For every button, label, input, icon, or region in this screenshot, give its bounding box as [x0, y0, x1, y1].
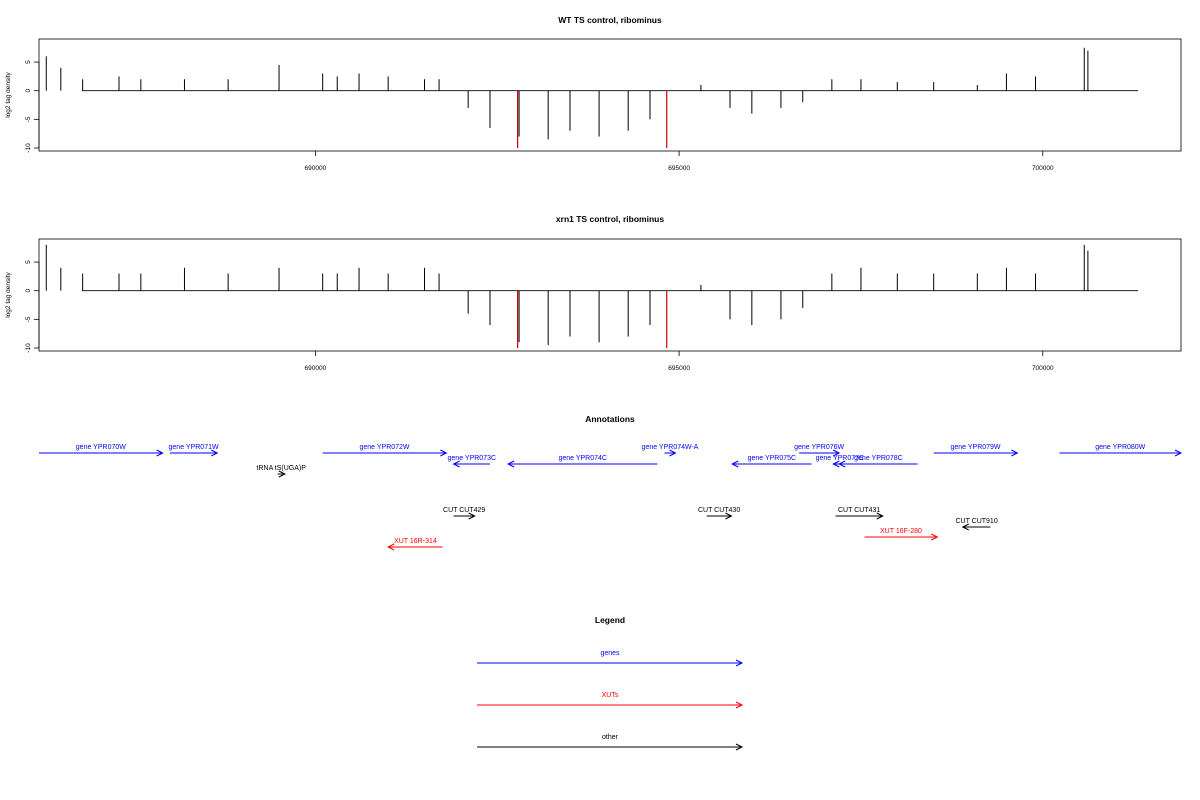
feature-arrowhead: [832, 460, 840, 468]
legend-label: XUTs: [602, 692, 619, 699]
feature-arrowhead: [387, 543, 395, 551]
feature-arrowhead: [468, 512, 476, 520]
wt-panel-title: WT TS control, ribominus: [558, 15, 662, 25]
feature-arrowhead: [931, 533, 939, 541]
legend-title: Legend: [595, 615, 625, 625]
wt-y-axis-label: log2 tag density: [5, 71, 12, 117]
feature-label: CUT CUT910: [955, 518, 997, 525]
feature-label: gene YPR079W: [950, 444, 1000, 451]
feature-label: CUT CUT430: [698, 507, 740, 514]
feature-arrowhead: [156, 449, 164, 457]
feature-arrowhead: [731, 460, 739, 468]
feature-arrowhead: [876, 512, 884, 520]
feature-arrowhead: [725, 512, 733, 520]
y-tick-label: 5: [25, 260, 32, 264]
feature-arrowhead: [1011, 449, 1019, 457]
feature-arrowhead: [440, 449, 448, 457]
y-tick-label: -10: [25, 143, 32, 153]
feature-arrowhead: [838, 460, 846, 468]
annotations-title: Annotations: [585, 414, 635, 424]
y-tick-label: -5: [25, 116, 32, 122]
x-tick-label: 690000: [305, 365, 327, 372]
feature-label: XUT 16R-314: [394, 538, 437, 545]
feature-label: gene YPR070W: [76, 444, 126, 451]
xrn1-y-axis-label: log2 tag density: [5, 271, 12, 317]
feature-arrowhead: [669, 449, 677, 457]
y-tick-label: 0: [25, 289, 32, 293]
feature-label: CUT CUT431: [838, 507, 880, 514]
wt-plot-frame: [38, 38, 1182, 152]
feature-arrowhead: [961, 523, 970, 531]
feature-label: gene YPR072W: [359, 444, 409, 451]
x-tick-label: 690000: [305, 165, 327, 172]
x-tick-label: 700000: [1032, 165, 1054, 172]
feature-label: tRNA tS(UGA)P: [257, 465, 307, 472]
feature-label: gene YPR073C: [448, 455, 497, 462]
feature-arrowhead: [452, 460, 460, 468]
feature-label: gene YPR080W: [1095, 444, 1145, 451]
legend-arrowhead: [735, 701, 744, 709]
wt-bars: [45, 47, 1138, 148]
x-tick-label: 695000: [668, 365, 690, 372]
wt-x-axis: 690000 695000 700000: [305, 151, 1054, 172]
feature-label: gene YPR074W-A: [642, 444, 699, 451]
xrn1-x-axis: 690000 695000 700000: [305, 351, 1054, 372]
feature-arrowhead: [832, 449, 841, 457]
feature-arrowhead: [507, 460, 515, 468]
feature-arrowhead: [1174, 449, 1183, 457]
wt-panel: WT TS control, ribominus log2 tag densit…: [5, 15, 1182, 172]
xrn1-y-axis: 5 0 -5 -10: [25, 260, 40, 353]
legend-label: genes: [600, 650, 620, 657]
xrn1-panel-title: xrn1 TS control, ribominus: [556, 214, 664, 224]
y-tick-label: 0: [25, 89, 32, 93]
feature-label: gene YPR074C: [558, 455, 607, 462]
annotations-track: Annotations gene YPR070W gene YPR071W tRNA…: [39, 414, 1183, 551]
xrn1-bars: [45, 244, 1138, 348]
y-tick-label: 5: [25, 60, 32, 64]
feature-label: gene YPR071W: [169, 444, 219, 451]
y-tick-label: -5: [25, 316, 32, 322]
legend-arrowhead: [735, 659, 744, 667]
feature-label: gene YPR077C: [816, 455, 865, 462]
x-tick-label: 695000: [668, 165, 690, 172]
feature-arrowhead: [278, 470, 286, 478]
legend-label: other: [602, 734, 619, 741]
feature-label: CUT CUT429: [443, 507, 485, 514]
wt-y-axis: 5 0 -5 -10: [25, 60, 40, 153]
legend-arrowhead: [735, 743, 744, 751]
feature-label: XUT 16F-280: [880, 528, 922, 535]
feature-label: gene YPR075C: [748, 455, 797, 462]
x-tick-label: 700000: [1032, 365, 1054, 372]
xrn1-panel: xrn1 TS control, ribominus log2 tag dens…: [5, 214, 1182, 372]
feature-arrowhead: [210, 449, 219, 457]
feature-label: gene YPR078C: [854, 455, 903, 462]
xrn1-plot-frame: [38, 238, 1182, 352]
feature-label: gene YPR076W: [794, 444, 844, 451]
legend: Legend genes XUTs other: [477, 615, 744, 751]
y-tick-label: -10: [25, 343, 32, 353]
